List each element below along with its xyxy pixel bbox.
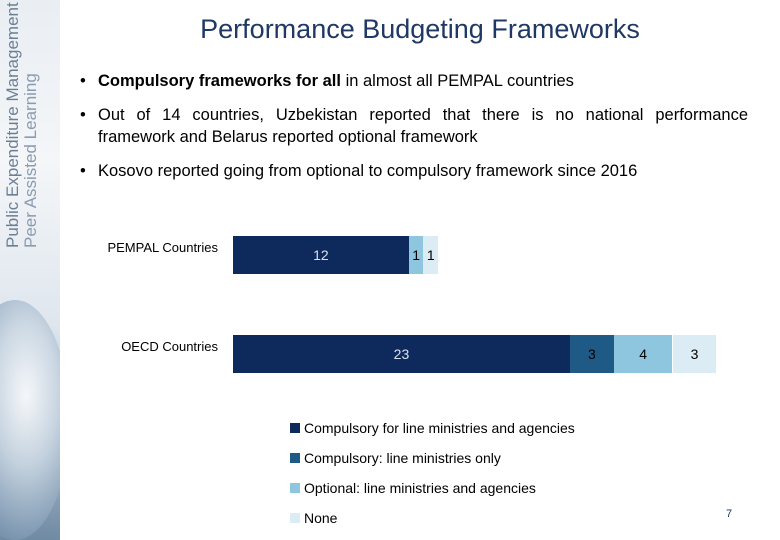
data-label: 12 (313, 247, 329, 263)
data-label: 1 (426, 247, 435, 263)
bullet-list: Compulsory frameworks for all in almost … (80, 70, 748, 194)
data-label: 23 (393, 346, 410, 362)
bar-segment: 3 (672, 335, 717, 373)
legend-item: Compulsory: line ministries only (290, 450, 501, 466)
sidebar-branding: Public Expenditure Management Peer Assis… (0, 0, 60, 540)
bar-segment: 23 (233, 335, 570, 373)
legend-swatch (290, 483, 300, 493)
bar-segment: 1 (408, 236, 424, 274)
legend-label: None (304, 510, 338, 526)
legend-item: None (290, 510, 337, 526)
category-label: OECD Countries (121, 339, 218, 354)
category-label: PEMPAL Countries (107, 240, 218, 255)
legend-label: Compulsory for line ministries and agenc… (304, 420, 575, 436)
bar-segment: 3 (569, 335, 614, 373)
bar-segment: 12 (233, 236, 409, 274)
legend-swatch (290, 423, 300, 433)
legend-item: Optional: line ministries and agencies (290, 480, 536, 496)
bar-segment: 1 (423, 236, 439, 274)
page-number: 7 (726, 508, 733, 520)
legend-swatch (290, 453, 300, 463)
data-label: 1 (412, 247, 421, 263)
legend-swatch (290, 513, 300, 523)
legend-label: Optional: line ministries and agencies (304, 480, 536, 496)
legend-item: Compulsory for line ministries and agenc… (290, 420, 575, 436)
bar-segment: 4 (613, 335, 673, 373)
bullet-1-bold: Compulsory frameworks for all (98, 72, 341, 90)
legend-label: Compulsory: line ministries only (304, 450, 501, 466)
globe-image (0, 300, 60, 540)
data-label: 3 (588, 346, 596, 362)
bullet-3: Kosovo reported going from optional to c… (80, 160, 748, 182)
data-label: 3 (690, 346, 699, 362)
bullet-1-rest: in almost all PEMPAL countries (340, 72, 574, 90)
bullet-2: Out of 14 countries, Uzbekistan reported… (80, 104, 748, 148)
slide-title: Performance Budgeting Frameworks (200, 14, 640, 44)
bullet-1: Compulsory frameworks for all in almost … (80, 70, 748, 92)
data-label: 4 (639, 346, 648, 362)
